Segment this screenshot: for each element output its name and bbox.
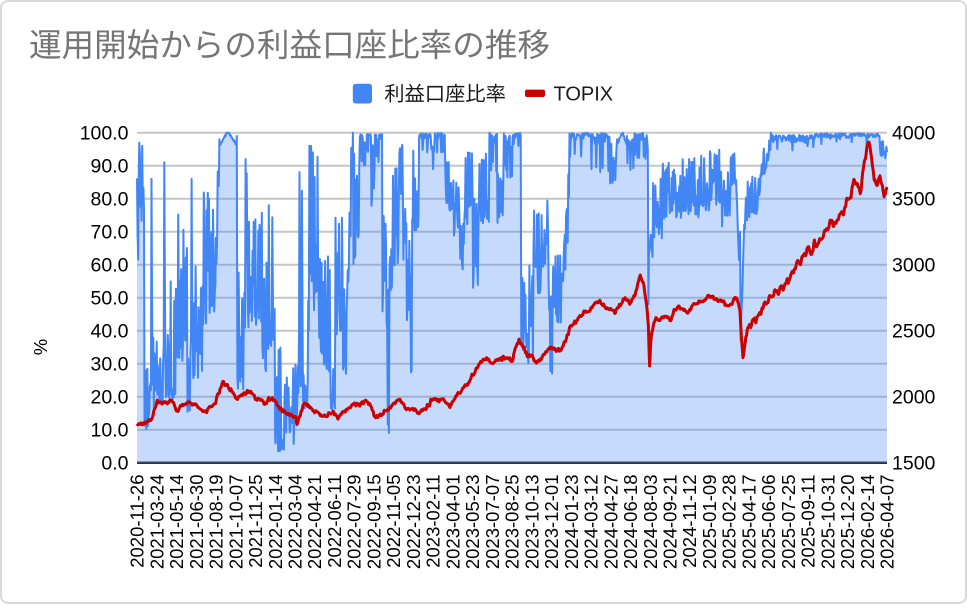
svg-text:2025-06-06: 2025-06-06	[758, 475, 779, 570]
svg-text:2025-04-17: 2025-04-17	[738, 475, 759, 570]
svg-text:2025-02-28: 2025-02-28	[719, 475, 740, 570]
svg-text:2023-08-25: 2023-08-25	[502, 475, 523, 570]
svg-text:TOPIX: TOPIX	[554, 83, 614, 105]
svg-text:2021-05-14: 2021-05-14	[166, 475, 187, 570]
svg-text:70.0: 70.0	[91, 222, 129, 244]
svg-text:2022-09-15: 2022-09-15	[363, 475, 384, 570]
svg-text:2024-06-18: 2024-06-18	[620, 475, 641, 570]
svg-text:2025-07-25: 2025-07-25	[778, 475, 799, 570]
svg-text:2024-03-12: 2024-03-12	[581, 475, 602, 570]
svg-text:3000: 3000	[892, 255, 936, 277]
svg-text:2021-11-25: 2021-11-25	[245, 475, 266, 568]
svg-text:2025-10-31: 2025-10-31	[817, 475, 838, 570]
svg-text:2024-08-03: 2024-08-03	[640, 475, 661, 570]
svg-text:2023-07-07: 2023-07-07	[482, 475, 503, 570]
svg-text:2024-04-27: 2024-04-27	[600, 475, 621, 570]
svg-text:0.0: 0.0	[101, 453, 128, 475]
svg-text:2026-04-07: 2026-04-07	[877, 475, 898, 570]
svg-text:2023-02-11: 2023-02-11	[423, 475, 444, 568]
svg-text:2025-09-11: 2025-09-11	[798, 475, 819, 568]
svg-text:2024-11-12: 2024-11-12	[679, 475, 700, 568]
svg-text:2023-04-01: 2023-04-01	[442, 475, 463, 570]
svg-text:2021-06-30: 2021-06-30	[186, 475, 207, 570]
svg-text:10.0: 10.0	[91, 420, 129, 442]
svg-text:1500: 1500	[892, 453, 936, 475]
svg-text:50.0: 50.0	[91, 288, 129, 310]
svg-text:30.0: 30.0	[91, 354, 129, 376]
svg-text:%: %	[30, 339, 51, 355]
svg-text:2000: 2000	[892, 387, 936, 409]
svg-text:2021-03-24: 2021-03-24	[146, 475, 167, 570]
svg-text:2022-03-04: 2022-03-04	[285, 475, 306, 570]
svg-text:2024-01-23: 2024-01-23	[561, 475, 582, 570]
svg-text:2023-12-01: 2023-12-01	[541, 475, 562, 570]
svg-text:40.0: 40.0	[91, 321, 129, 343]
svg-text:80.0: 80.0	[91, 189, 129, 211]
svg-text:2022-11-05: 2022-11-05	[383, 475, 404, 568]
svg-text:20.0: 20.0	[91, 387, 129, 409]
svg-text:2024-09-21: 2024-09-21	[660, 475, 681, 570]
svg-text:4000: 4000	[892, 123, 936, 145]
svg-text:2022-06-11: 2022-06-11	[324, 475, 345, 568]
svg-text:2025-12-20: 2025-12-20	[837, 475, 858, 570]
svg-text:90.0: 90.0	[91, 156, 129, 178]
svg-text:100.0: 100.0	[80, 123, 129, 145]
svg-text:2022-07-29: 2022-07-29	[344, 475, 365, 570]
svg-text:2020-11-26: 2020-11-26	[127, 475, 148, 568]
svg-text:2021-10-07: 2021-10-07	[225, 475, 246, 570]
svg-text:2022-12-23: 2022-12-23	[403, 475, 424, 570]
svg-text:2500: 2500	[892, 321, 936, 343]
svg-text:2023-05-23: 2023-05-23	[462, 475, 483, 570]
svg-text:2026-02-14: 2026-02-14	[857, 475, 878, 570]
svg-text:60.0: 60.0	[91, 255, 129, 277]
svg-text:2023-10-13: 2023-10-13	[521, 475, 542, 570]
svg-text:2025-01-09: 2025-01-09	[699, 475, 720, 570]
svg-text:2021-08-19: 2021-08-19	[206, 475, 227, 570]
svg-text:3500: 3500	[892, 189, 936, 211]
svg-text:2022-01-14: 2022-01-14	[265, 475, 286, 570]
svg-text:2022-04-21: 2022-04-21	[304, 475, 325, 570]
